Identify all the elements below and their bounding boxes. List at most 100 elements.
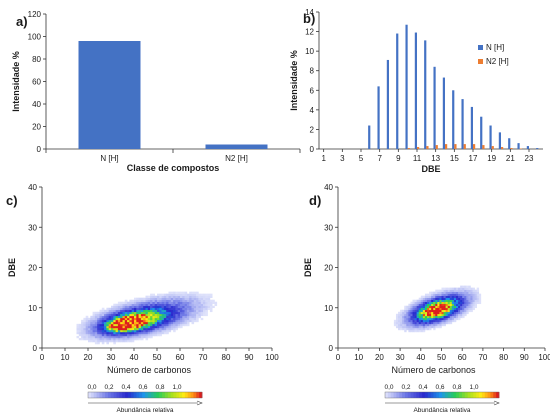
panel-d-cell bbox=[460, 299, 463, 303]
panel-c-cell bbox=[138, 315, 142, 319]
panel-c-cell bbox=[127, 323, 130, 327]
panel-c-cell bbox=[97, 311, 100, 315]
panel-c-cell bbox=[111, 323, 114, 327]
panel-c-cell bbox=[154, 301, 158, 305]
panel-c-cell bbox=[147, 329, 151, 333]
panel-d-cell bbox=[453, 313, 457, 317]
panel-d-cell bbox=[402, 325, 405, 329]
panel-c-cell bbox=[154, 297, 158, 300]
panel-c-cell bbox=[81, 323, 84, 327]
panel-c-cell bbox=[184, 303, 188, 307]
panel-c-cell bbox=[180, 313, 183, 317]
panel-c-cell bbox=[134, 335, 137, 339]
panel-d-cell bbox=[433, 327, 436, 331]
panel-b-bar-n bbox=[480, 116, 483, 149]
panel-c-cell bbox=[136, 327, 139, 331]
panel-c-cell bbox=[131, 303, 135, 307]
panel-d-cell bbox=[400, 319, 403, 323]
panel-c-cell bbox=[97, 335, 100, 339]
panel-d-cell bbox=[437, 299, 440, 303]
panel-c-cell bbox=[99, 325, 103, 329]
panel-d-cell bbox=[464, 313, 467, 317]
panel-d-cell bbox=[412, 315, 415, 319]
panel-c-cell bbox=[106, 339, 109, 343]
panel-c-cell bbox=[140, 331, 144, 335]
panel-c-cell bbox=[122, 329, 126, 333]
panel-c-cell bbox=[182, 293, 185, 296]
panel-c-cell bbox=[152, 327, 155, 331]
panel-c-cell bbox=[177, 301, 181, 305]
panel-c-cell bbox=[138, 323, 142, 327]
panel-d-cell bbox=[458, 289, 461, 292]
panel-c-cell bbox=[131, 311, 135, 315]
panel-c-cell bbox=[90, 339, 93, 343]
panel-c-colorbar-segment bbox=[176, 392, 180, 398]
panel-d-cell bbox=[406, 307, 409, 311]
panel-c-cell bbox=[152, 323, 155, 327]
panel-d-cell bbox=[429, 313, 432, 317]
panel-c-colorbar-segment bbox=[136, 392, 140, 398]
panel-d-cell bbox=[433, 295, 436, 298]
panel-c-cell bbox=[175, 325, 178, 329]
panel-c-cell bbox=[182, 323, 185, 327]
panel-c-cell bbox=[101, 311, 105, 315]
panel-c-cell bbox=[191, 291, 195, 294]
panel-d-cell bbox=[443, 321, 446, 325]
panel-d-cell bbox=[468, 301, 471, 305]
panel-d-cell bbox=[443, 311, 446, 315]
panel-c-cell bbox=[127, 329, 130, 333]
panel-d-cell bbox=[439, 303, 442, 307]
panel-c-cell bbox=[138, 299, 142, 303]
panel-c-cell bbox=[94, 323, 98, 327]
panel-d-cell bbox=[420, 303, 424, 307]
panel-d-cell bbox=[453, 315, 457, 319]
panel-d-cell bbox=[441, 317, 444, 321]
panel-c-cell bbox=[120, 329, 123, 333]
panel-c-cell bbox=[166, 307, 169, 311]
panel-d-cell bbox=[455, 317, 459, 321]
panel-d-cell bbox=[445, 303, 449, 307]
panel-c-cell bbox=[184, 301, 188, 305]
panel-c-cell bbox=[150, 303, 153, 307]
panel-d-cell bbox=[437, 307, 440, 311]
panel-d-colorbar-segment bbox=[410, 392, 414, 398]
panel-c-cell bbox=[85, 317, 89, 321]
panel-c-density bbox=[76, 291, 218, 345]
panel-c-cell bbox=[173, 297, 176, 300]
panel-d-cell bbox=[398, 319, 401, 323]
panel-c-cell bbox=[99, 329, 103, 333]
panel-c-cell bbox=[108, 335, 112, 339]
panel-d-cell bbox=[424, 307, 428, 311]
panel-b-x-tick-label: 9 bbox=[396, 154, 401, 163]
panel-c-cell bbox=[161, 307, 165, 311]
panel-c-cell bbox=[198, 309, 201, 313]
panel-c-cell bbox=[94, 327, 98, 331]
panel-d-cell bbox=[404, 323, 407, 327]
panel-c-cell bbox=[101, 319, 105, 323]
panel-c-cell bbox=[117, 327, 121, 331]
panel-d-x-tick-label: 70 bbox=[478, 353, 487, 362]
panel-d-cell bbox=[451, 301, 455, 305]
panel-c-cell bbox=[140, 333, 144, 337]
panel-d-cell bbox=[412, 305, 415, 309]
panel-c-cell bbox=[104, 335, 107, 339]
panel-c-cell bbox=[81, 325, 84, 329]
panel-c-cell bbox=[85, 323, 89, 327]
panel-c-cell bbox=[101, 337, 105, 341]
panel-c-colorbar-segment bbox=[88, 392, 92, 398]
panel-d-cell bbox=[437, 321, 440, 325]
panel-d-cell bbox=[447, 319, 451, 323]
panel-b-x-tick-label: 5 bbox=[359, 154, 364, 163]
panel-d-cell bbox=[418, 311, 422, 315]
panel-c-cell bbox=[131, 305, 135, 309]
panel-d-cell bbox=[431, 297, 434, 300]
panel-c-cell bbox=[108, 333, 112, 337]
panel-a-y-tick-label: 120 bbox=[28, 10, 42, 19]
panel-a-label: a) bbox=[16, 14, 28, 29]
panel-c-cell bbox=[129, 307, 132, 311]
panel-c-y-title: DBE bbox=[7, 258, 17, 277]
panel-d-cell bbox=[435, 289, 438, 292]
panel-c-cell bbox=[150, 325, 153, 329]
panel-c-cell bbox=[78, 333, 82, 337]
panel-c-x-tick-label: 70 bbox=[199, 353, 208, 362]
